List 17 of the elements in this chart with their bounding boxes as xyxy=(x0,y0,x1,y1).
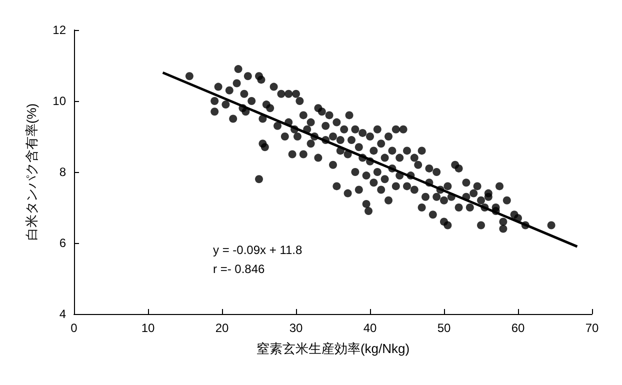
x-tick-label: 70 xyxy=(585,321,599,335)
x-axis-title: 窒素玄米生産効率(kg/Nkg) xyxy=(256,341,410,356)
x-tick-label: 50 xyxy=(437,321,451,335)
y-tick-label: 10 xyxy=(52,94,66,108)
x-tick-label: 0 xyxy=(70,321,78,335)
x-tick-label: 30 xyxy=(289,321,303,335)
annotation: r =- 0.846 xyxy=(213,262,266,276)
y-axis-title: 白米タンパク含有率(%) xyxy=(24,103,39,241)
y-tick-label: 8 xyxy=(59,165,66,179)
y-tick-label: 6 xyxy=(59,236,66,250)
annotation: y = -0.09x + 11.8 xyxy=(213,243,302,257)
x-tick-label: 10 xyxy=(141,321,155,335)
x-tick-label: 20 xyxy=(215,321,229,335)
y-tick-label: 12 xyxy=(52,23,66,37)
y-tick-label: 4 xyxy=(59,307,66,321)
x-tick-label: 60 xyxy=(511,321,525,335)
x-tick-label: 40 xyxy=(363,321,377,335)
